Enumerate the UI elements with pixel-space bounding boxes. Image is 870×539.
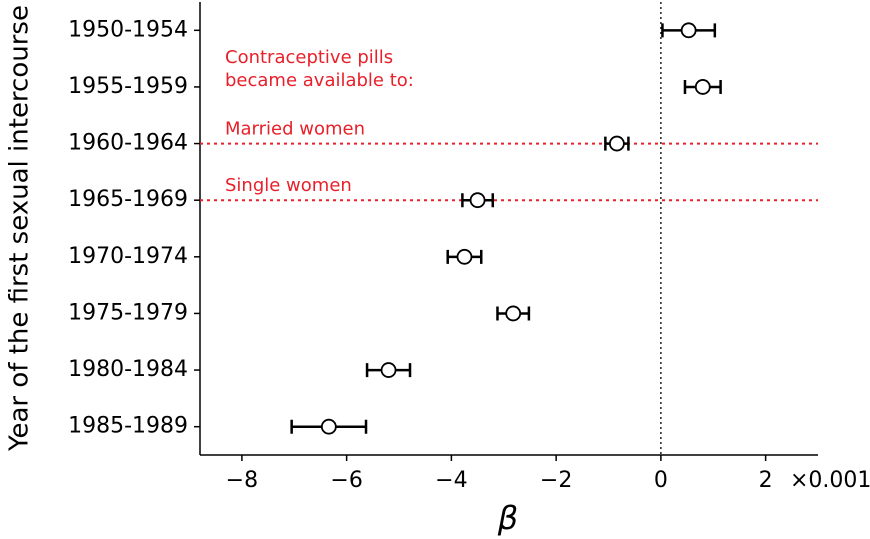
point xyxy=(694,79,711,95)
point xyxy=(469,192,486,209)
event-label: Single women xyxy=(225,175,352,196)
annotation-line: became available to: xyxy=(225,70,414,91)
x-offset-label: ×0.001 xyxy=(790,468,870,493)
x-tick-label: −2 xyxy=(540,468,572,493)
x-axis-label: β xyxy=(497,499,518,537)
y-tick-label: 1970-1974 xyxy=(68,244,188,269)
y-tick-label: 1950-1954 xyxy=(68,17,188,42)
x-tick-label: 0 xyxy=(654,468,668,493)
x-tick-label: 2 xyxy=(759,468,773,493)
point xyxy=(456,248,473,265)
point xyxy=(380,362,397,378)
event-label: Married women xyxy=(225,119,365,140)
point xyxy=(320,418,337,435)
y-tick-label: 1980-1984 xyxy=(68,357,188,382)
x-tick-label: −4 xyxy=(435,468,467,493)
point xyxy=(680,22,697,39)
point xyxy=(505,305,522,322)
x-tick-label: −6 xyxy=(330,468,362,493)
y-tick-label: 1960-1964 xyxy=(68,131,188,156)
y-tick-label: 1975-1979 xyxy=(68,300,188,325)
y-axis-label: Year of the first sexual intercourse xyxy=(5,5,35,452)
y-tick-label: 1955-1959 xyxy=(68,74,188,99)
x-tick-label: −8 xyxy=(226,468,258,493)
point xyxy=(608,135,625,152)
y-tick-label: 1985-1989 xyxy=(68,414,188,439)
y-tick-label: 1965-1969 xyxy=(68,187,188,212)
annotation-line: Contraceptive pills xyxy=(225,47,393,68)
